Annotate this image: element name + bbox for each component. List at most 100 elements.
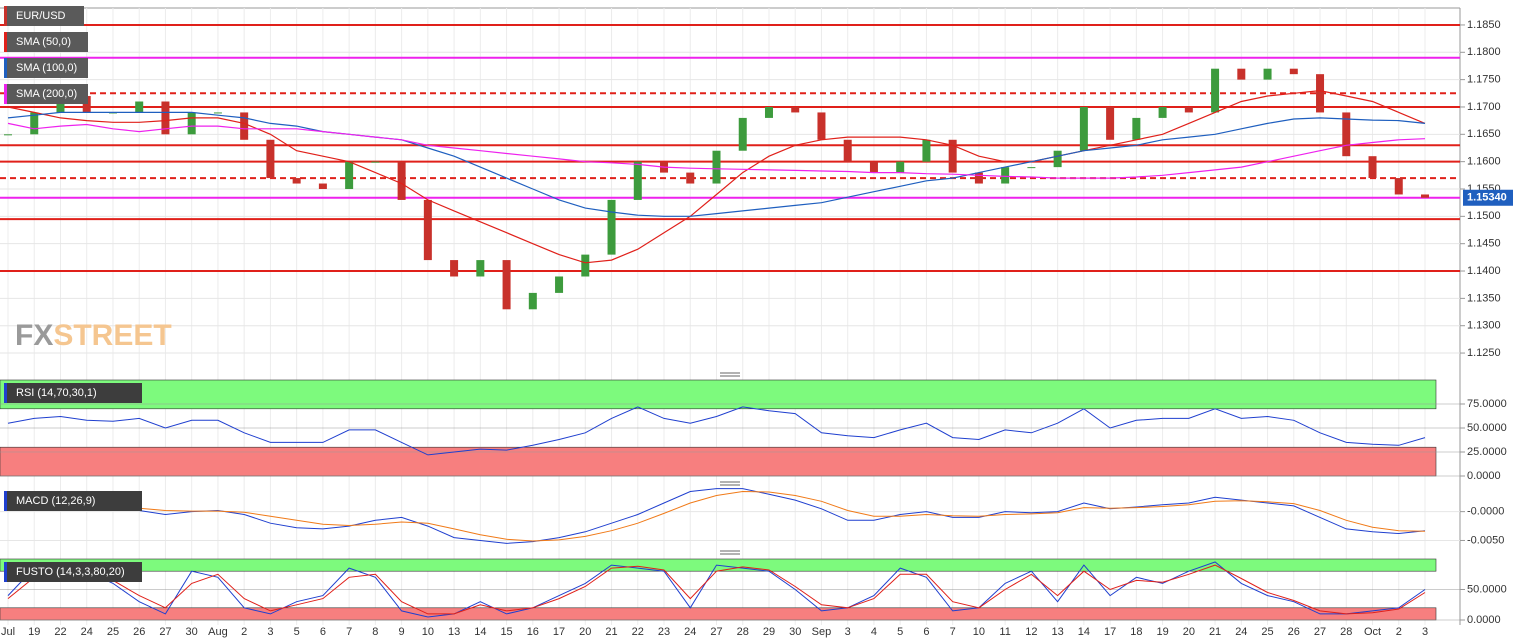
candle bbox=[1132, 117, 1141, 140]
legend-label: SMA (100,0) bbox=[16, 62, 77, 74]
x-tick-label: 14 bbox=[474, 626, 486, 638]
candle bbox=[1184, 106, 1193, 113]
candle bbox=[476, 260, 485, 277]
y-tick-label: 1.1800 bbox=[1467, 46, 1501, 58]
y-tick-label: 1.1600 bbox=[1467, 156, 1501, 168]
x-tick-label: 17 bbox=[553, 626, 565, 638]
x-tick-label: 12 bbox=[1025, 626, 1037, 638]
panel-title: MACD (12,26,9) bbox=[16, 495, 95, 507]
candle bbox=[502, 260, 511, 310]
y-tick-label: 1.1700 bbox=[1467, 101, 1501, 113]
x-tick-label: 23 bbox=[658, 626, 670, 638]
panel-title-swatch bbox=[4, 562, 7, 582]
x-tick-label: 13 bbox=[448, 626, 460, 638]
candle bbox=[581, 254, 590, 277]
legend-swatch bbox=[4, 6, 7, 26]
candle bbox=[1158, 106, 1167, 118]
candle bbox=[1289, 68, 1298, 75]
last-price-label: 1.15340 bbox=[1467, 192, 1507, 204]
candle bbox=[1053, 150, 1062, 168]
line bbox=[7, 89, 1426, 264]
candle bbox=[213, 112, 222, 114]
x-tick-label: 27 bbox=[1314, 626, 1326, 638]
x-tick-label: 6 bbox=[923, 626, 929, 638]
line bbox=[7, 406, 1426, 456]
last-price-tag bbox=[1463, 189, 1513, 206]
y-tick-label: 1.1450 bbox=[1467, 238, 1501, 250]
y-tick-label: -0.0000 bbox=[1467, 506, 1504, 518]
y-tick-label: 1.1650 bbox=[1467, 128, 1501, 140]
candle bbox=[1001, 167, 1010, 184]
x-tick-label: 28 bbox=[737, 626, 749, 638]
x-tick-label: 4 bbox=[871, 626, 877, 638]
candle bbox=[817, 112, 826, 140]
candle bbox=[30, 112, 39, 135]
x-tick-label: 10 bbox=[973, 626, 985, 638]
candle bbox=[450, 260, 459, 277]
candle bbox=[1394, 178, 1403, 195]
candle bbox=[974, 172, 983, 184]
x-tick-label: 21 bbox=[1209, 626, 1221, 638]
panel-title-box bbox=[4, 491, 142, 511]
legend-box bbox=[4, 32, 88, 52]
candle bbox=[371, 161, 380, 163]
panel-title-box bbox=[4, 562, 142, 582]
line bbox=[7, 564, 1426, 615]
candle bbox=[686, 172, 695, 184]
line bbox=[7, 561, 1426, 618]
x-tick-label: 18 bbox=[1130, 626, 1142, 638]
candle bbox=[555, 276, 564, 293]
x-tick-label: 26 bbox=[1288, 626, 1300, 638]
y-tick-label: 50.0000 bbox=[1467, 422, 1507, 434]
panel-title-swatch bbox=[4, 491, 7, 511]
x-tick-label: 3 bbox=[845, 626, 851, 638]
candle bbox=[318, 183, 327, 189]
candle bbox=[633, 161, 642, 200]
line bbox=[7, 122, 1426, 179]
candle bbox=[764, 106, 773, 118]
y-tick-label: 1.1750 bbox=[1467, 74, 1501, 86]
panel-title-box bbox=[4, 383, 142, 403]
candle bbox=[1263, 68, 1272, 80]
candle bbox=[82, 96, 91, 113]
band bbox=[0, 446, 1437, 477]
x-tick-label: Sep bbox=[812, 626, 832, 638]
y-tick-label: 1.1250 bbox=[1467, 347, 1501, 359]
candle bbox=[1421, 194, 1429, 198]
x-tick-label: 14 bbox=[1078, 626, 1090, 638]
y-tick-label: 1.1350 bbox=[1467, 292, 1501, 304]
candle bbox=[1316, 74, 1325, 113]
candle bbox=[240, 112, 249, 140]
x-tick-label: 30 bbox=[789, 626, 801, 638]
y-tick-label: 1.1300 bbox=[1467, 320, 1501, 332]
watermark: FXSTREET bbox=[15, 319, 172, 352]
x-tick-label: 24 bbox=[1235, 626, 1247, 638]
x-tick-label: 25 bbox=[107, 626, 119, 638]
candle bbox=[1027, 167, 1036, 169]
x-tick-label: 7 bbox=[950, 626, 956, 638]
y-tick-label: 50.0000 bbox=[1467, 583, 1507, 595]
panel-grip bbox=[720, 372, 740, 555]
x-tick-label: 10 bbox=[422, 626, 434, 638]
y-tick-label: 1.1850 bbox=[1467, 19, 1501, 31]
candle bbox=[712, 150, 721, 184]
x-tick-label: Aug bbox=[208, 626, 228, 638]
x-tick-label: 5 bbox=[294, 626, 300, 638]
x-tick-label: 17 bbox=[1104, 626, 1116, 638]
x-tick-label: 25 bbox=[1261, 626, 1273, 638]
x-tick-label: 27 bbox=[159, 626, 171, 638]
candle bbox=[1368, 156, 1377, 179]
candle bbox=[869, 161, 878, 173]
panel-title: FUSTO (14,3,3,80,20) bbox=[16, 566, 125, 578]
x-tick-label: 11 bbox=[999, 626, 1010, 638]
candle bbox=[1211, 68, 1220, 113]
y-tick-label: 75.0000 bbox=[1467, 398, 1507, 410]
x-tick-label: Oct bbox=[1364, 626, 1381, 638]
x-tick-label: 24 bbox=[684, 626, 696, 638]
x-tick-label: 20 bbox=[1183, 626, 1195, 638]
x-tick-label: 6 bbox=[320, 626, 326, 638]
x-tick-label: 13 bbox=[1052, 626, 1064, 638]
candle bbox=[948, 139, 957, 173]
y-tick-label: 1.1500 bbox=[1467, 210, 1501, 222]
candle bbox=[187, 112, 196, 135]
